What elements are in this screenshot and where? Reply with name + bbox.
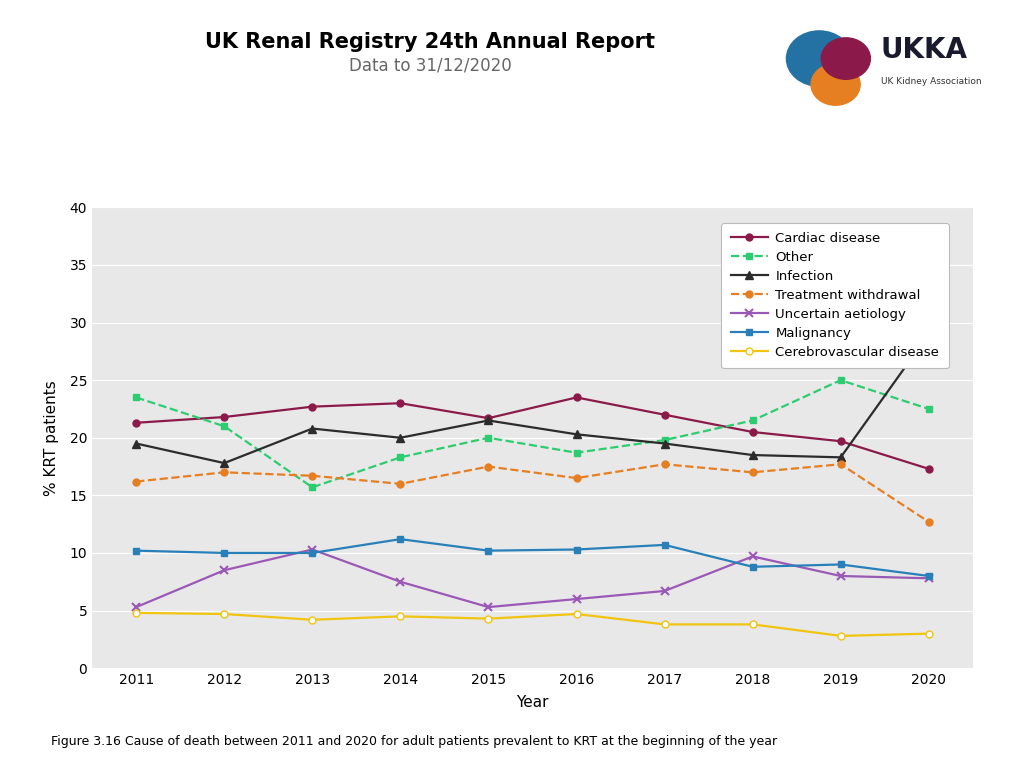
Treatment withdrawal xyxy=(482,462,495,472)
Cerebrovascular disease xyxy=(218,610,230,619)
Treatment withdrawal xyxy=(835,459,847,468)
Cardiac disease xyxy=(394,399,407,408)
Malignancy xyxy=(658,541,671,550)
Circle shape xyxy=(821,38,870,79)
Other xyxy=(570,449,583,458)
Cerebrovascular disease xyxy=(570,610,583,619)
Circle shape xyxy=(786,31,852,86)
Malignancy xyxy=(306,548,318,558)
Cerebrovascular disease xyxy=(923,629,935,638)
Other xyxy=(835,376,847,385)
Legend: Cardiac disease, Other, Infection, Treatment withdrawal, Uncertain aetiology, Ma: Cardiac disease, Other, Infection, Treat… xyxy=(721,223,948,369)
Infection xyxy=(923,329,935,339)
Infection xyxy=(570,430,583,439)
Line: Cardiac disease: Cardiac disease xyxy=(133,394,932,472)
Malignancy xyxy=(923,571,935,581)
Cardiac disease xyxy=(746,427,759,436)
Other xyxy=(218,422,230,431)
Cerebrovascular disease xyxy=(835,631,847,641)
Uncertain aetiology xyxy=(658,587,671,596)
Treatment withdrawal xyxy=(923,518,935,527)
Text: Data to 31/12/2020: Data to 31/12/2020 xyxy=(349,56,511,74)
Infection xyxy=(482,416,495,425)
Treatment withdrawal xyxy=(394,479,407,488)
Uncertain aetiology xyxy=(394,578,407,587)
Cardiac disease xyxy=(306,402,318,412)
Other xyxy=(394,453,407,462)
Other xyxy=(746,416,759,425)
Infection xyxy=(394,433,407,442)
Treatment withdrawal xyxy=(746,468,759,477)
Infection xyxy=(746,450,759,459)
Treatment withdrawal xyxy=(658,459,671,468)
Line: Other: Other xyxy=(133,376,932,491)
Malignancy xyxy=(570,545,583,554)
Cerebrovascular disease xyxy=(130,608,142,617)
Cerebrovascular disease xyxy=(746,620,759,629)
Line: Uncertain aetiology: Uncertain aetiology xyxy=(132,545,933,611)
Uncertain aetiology xyxy=(746,551,759,561)
Cardiac disease xyxy=(658,410,671,419)
Uncertain aetiology xyxy=(130,602,142,611)
Uncertain aetiology xyxy=(218,565,230,574)
Text: UK Renal Registry 24th Annual Report: UK Renal Registry 24th Annual Report xyxy=(205,32,655,52)
Other xyxy=(658,435,671,445)
Malignancy xyxy=(482,546,495,555)
Malignancy xyxy=(130,546,142,555)
Text: UKKA: UKKA xyxy=(881,36,968,64)
Line: Cerebrovascular disease: Cerebrovascular disease xyxy=(133,609,932,640)
Cardiac disease xyxy=(923,464,935,473)
Cerebrovascular disease xyxy=(482,614,495,624)
Uncertain aetiology xyxy=(923,574,935,583)
Malignancy xyxy=(835,560,847,569)
Cardiac disease xyxy=(482,414,495,423)
Cardiac disease xyxy=(570,393,583,402)
Y-axis label: % KRT patients: % KRT patients xyxy=(44,380,58,495)
Cerebrovascular disease xyxy=(658,620,671,629)
Uncertain aetiology xyxy=(482,602,495,611)
Treatment withdrawal xyxy=(130,477,142,486)
Uncertain aetiology xyxy=(570,594,583,604)
Other xyxy=(923,405,935,414)
Uncertain aetiology xyxy=(306,545,318,554)
Infection xyxy=(835,453,847,462)
Line: Treatment withdrawal: Treatment withdrawal xyxy=(133,461,932,525)
Malignancy xyxy=(218,548,230,558)
Cardiac disease xyxy=(130,418,142,427)
Malignancy xyxy=(746,562,759,571)
Infection xyxy=(658,439,671,449)
Other xyxy=(306,483,318,492)
Infection xyxy=(130,439,142,449)
Cerebrovascular disease xyxy=(306,615,318,624)
Text: UK Kidney Association: UK Kidney Association xyxy=(881,77,981,85)
Treatment withdrawal xyxy=(218,468,230,477)
Other xyxy=(130,393,142,402)
Cerebrovascular disease xyxy=(394,611,407,621)
Uncertain aetiology xyxy=(835,571,847,581)
Line: Infection: Infection xyxy=(132,330,933,467)
Malignancy xyxy=(394,535,407,544)
Text: Figure 3.16 Cause of death between 2011 and 2020 for adult patients prevalent to: Figure 3.16 Cause of death between 2011 … xyxy=(51,735,777,747)
Cardiac disease xyxy=(835,436,847,445)
Treatment withdrawal xyxy=(570,473,583,483)
Treatment withdrawal xyxy=(306,472,318,481)
Cardiac disease xyxy=(218,412,230,422)
Line: Malignancy: Malignancy xyxy=(133,535,932,580)
Circle shape xyxy=(811,64,860,105)
Infection xyxy=(306,424,318,433)
X-axis label: Year: Year xyxy=(516,695,549,710)
Other xyxy=(482,433,495,442)
Infection xyxy=(218,458,230,468)
